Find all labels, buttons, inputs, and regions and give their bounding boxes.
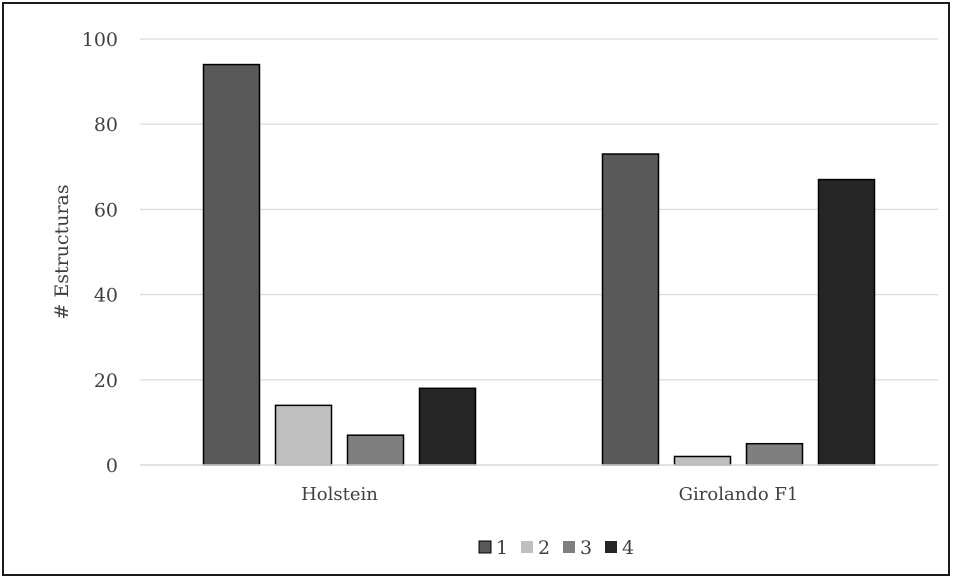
bar-holstein-series-3 (346, 434, 405, 466)
y-axis-title: # Estructuras (51, 184, 73, 319)
x-category-label: Girolando F1 (679, 484, 799, 505)
legend-swatch-2 (521, 541, 533, 553)
y-tick-label: 20 (94, 370, 118, 392)
bar-holstein-series-1 (202, 63, 261, 466)
bars (202, 63, 876, 466)
bar-holstein-series-2 (274, 404, 333, 466)
legend-label-2: 2 (538, 537, 550, 559)
bar-girolando-f1-series-3 (745, 442, 804, 466)
legend-label-1: 1 (496, 537, 508, 559)
legend: 1 2 3 4 (478, 537, 634, 559)
y-tick-label: 80 (94, 114, 118, 136)
y-tick-label: 40 (94, 285, 118, 307)
bar-girolando-f1-series-2 (673, 455, 732, 466)
gridlines (140, 38, 938, 381)
legend-swatch-4 (605, 541, 617, 553)
y-tick-label: 0 (106, 455, 118, 477)
legend-swatch-1 (478, 540, 492, 554)
bar-girolando-f1-series-1 (601, 153, 660, 466)
x-category-label: Holstein (301, 484, 378, 505)
y-tick-label: 60 (94, 199, 118, 221)
legend-swatch-3 (563, 541, 575, 553)
x-category-labels: Holstein Girolando F1 (301, 484, 798, 505)
legend-label-4: 4 (622, 537, 634, 559)
bar-girolando-f1-series-4 (817, 178, 876, 466)
y-tick-labels: 0 20 40 60 80 100 (82, 29, 118, 477)
bar-holstein-series-4 (418, 387, 477, 466)
y-tick-label: 100 (82, 29, 118, 51)
legend-label-3: 3 (580, 537, 592, 559)
